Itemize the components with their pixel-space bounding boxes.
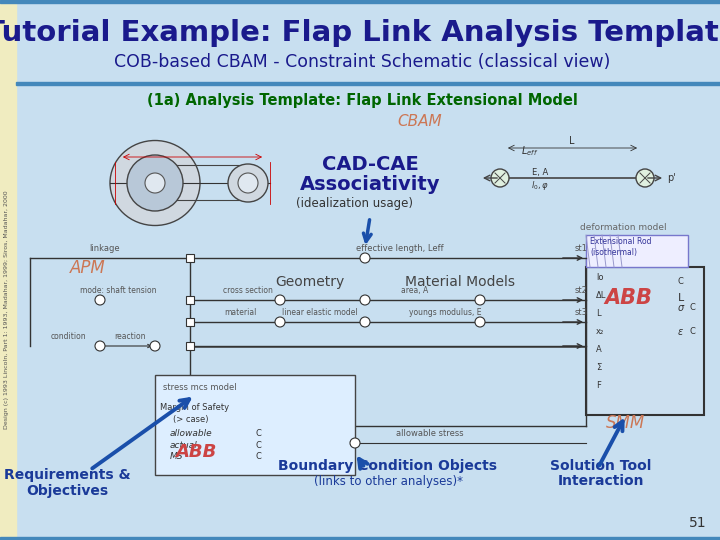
Circle shape <box>95 341 105 351</box>
Text: C: C <box>255 441 261 450</box>
Text: σ: σ <box>678 303 684 313</box>
Circle shape <box>475 295 485 305</box>
Circle shape <box>636 169 654 187</box>
Text: L: L <box>570 136 575 146</box>
Text: effective length, Leff: effective length, Leff <box>356 244 444 253</box>
Text: ΔL: ΔL <box>596 292 606 300</box>
Text: MS: MS <box>170 452 184 461</box>
Text: Objectives: Objectives <box>26 484 108 498</box>
Bar <box>0 0 16 540</box>
Text: L: L <box>678 293 684 303</box>
Text: A: A <box>596 346 602 354</box>
Text: material: material <box>224 308 256 317</box>
Bar <box>16 82 720 85</box>
Text: L: L <box>596 309 600 319</box>
Circle shape <box>360 295 370 305</box>
Text: CBAM: CBAM <box>397 114 442 130</box>
Text: ABB: ABB <box>175 443 217 461</box>
Text: Boundary Condition Objects: Boundary Condition Objects <box>279 459 498 473</box>
Text: linear elastic model: linear elastic model <box>282 308 358 317</box>
Text: allowable stress: allowable stress <box>396 429 464 438</box>
Bar <box>186 318 194 326</box>
Text: (isothermal): (isothermal) <box>590 247 637 256</box>
Circle shape <box>145 173 165 193</box>
Text: Interaction: Interaction <box>558 474 644 488</box>
Text: SMM: SMM <box>606 414 646 432</box>
Circle shape <box>491 169 509 187</box>
Text: Material Models: Material Models <box>405 275 515 289</box>
Bar <box>0 537 720 540</box>
Text: Tutorial Example: Flap Link Analysis Template: Tutorial Example: Flap Link Analysis Tem… <box>0 19 720 47</box>
Text: APM: APM <box>70 259 106 277</box>
Text: Solution Tool: Solution Tool <box>550 459 652 473</box>
Bar <box>586 267 704 415</box>
Text: C: C <box>690 303 696 313</box>
Circle shape <box>360 317 370 327</box>
Text: Design (c) 1993 Lincoln, Part 1: 1993, Madahar, 1999; Siros, Madahar, 2000: Design (c) 1993 Lincoln, Part 1: 1993, M… <box>4 191 9 429</box>
Circle shape <box>275 295 285 305</box>
Bar <box>155 375 355 475</box>
Text: linkage: linkage <box>90 244 120 253</box>
Text: (links to other analyses)*: (links to other analyses)* <box>313 475 462 488</box>
Text: C: C <box>255 452 261 461</box>
Circle shape <box>475 317 485 327</box>
Bar <box>186 342 194 350</box>
Text: 51: 51 <box>689 516 707 530</box>
Bar <box>186 296 194 304</box>
Circle shape <box>238 173 258 193</box>
Text: ABB: ABB <box>604 288 652 308</box>
Text: Extensional Rod: Extensional Rod <box>590 237 652 246</box>
Text: p': p' <box>667 173 676 183</box>
Text: youngs modulus, E: youngs modulus, E <box>409 308 481 317</box>
Text: actual: actual <box>170 441 198 450</box>
Text: cross section: cross section <box>223 286 273 295</box>
Text: Σ: Σ <box>596 363 601 373</box>
Circle shape <box>360 253 370 263</box>
Text: F: F <box>596 381 601 390</box>
Circle shape <box>150 341 160 351</box>
Text: CAD-CAE: CAD-CAE <box>322 156 418 174</box>
Text: st3: st3 <box>575 308 588 317</box>
Text: ε: ε <box>678 327 683 337</box>
Text: Geometry: Geometry <box>275 275 345 289</box>
Text: COB-based CBAM - Constraint Schematic (classical view): COB-based CBAM - Constraint Schematic (c… <box>114 53 610 71</box>
Text: E, A: E, A <box>532 168 548 178</box>
Bar <box>0 0 720 3</box>
Text: allowable: allowable <box>170 429 212 438</box>
Text: st2: st2 <box>575 286 588 295</box>
Text: mode: shaft tension: mode: shaft tension <box>80 286 156 295</box>
Text: Margin of Safety: Margin of Safety <box>160 403 229 412</box>
Circle shape <box>275 317 285 327</box>
Text: st1: st1 <box>575 244 588 253</box>
Text: (idealization usage): (idealization usage) <box>297 197 413 210</box>
Text: $l_0, \varphi$: $l_0, \varphi$ <box>531 179 549 192</box>
Ellipse shape <box>110 140 200 226</box>
Bar <box>586 235 688 267</box>
Text: C: C <box>678 278 684 287</box>
Circle shape <box>95 295 105 305</box>
Text: x₂: x₂ <box>596 327 604 336</box>
Ellipse shape <box>228 164 268 202</box>
Text: (1a) Analysis Template: Flap Link Extensional Model: (1a) Analysis Template: Flap Link Extens… <box>147 92 577 107</box>
Circle shape <box>127 155 183 211</box>
Text: stress mcs model: stress mcs model <box>163 383 237 392</box>
Text: $L_{eff}$: $L_{eff}$ <box>521 144 539 158</box>
Text: lo: lo <box>596 273 603 282</box>
Circle shape <box>350 438 360 448</box>
Text: reaction: reaction <box>114 332 145 341</box>
Text: condition: condition <box>50 332 86 341</box>
Text: deformation model: deformation model <box>580 224 667 233</box>
Text: (> case): (> case) <box>173 415 209 424</box>
Text: C: C <box>255 429 261 438</box>
Text: Associativity: Associativity <box>300 176 440 194</box>
Text: Requirements &: Requirements & <box>4 468 130 482</box>
Bar <box>186 254 194 262</box>
Text: area, A: area, A <box>401 286 428 295</box>
Text: C: C <box>690 327 696 336</box>
